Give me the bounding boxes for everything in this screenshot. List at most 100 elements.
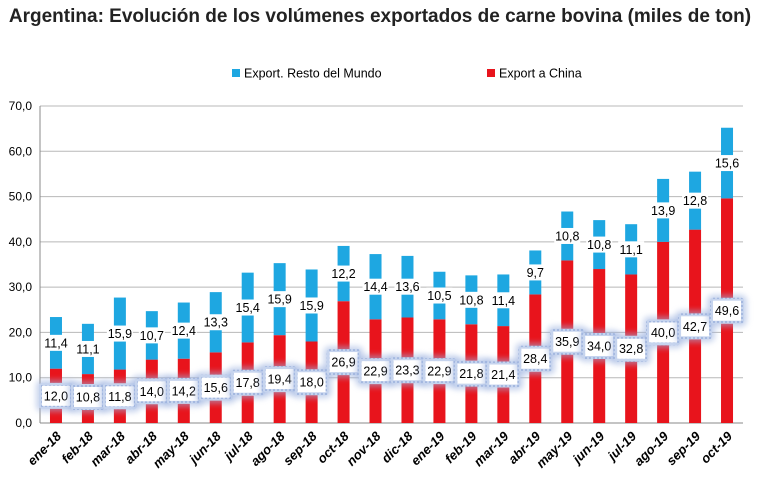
data-label-resto: 11,4 — [44, 336, 67, 350]
data-label-resto: 10,8 — [459, 293, 483, 307]
label-box — [265, 369, 294, 390]
data-label-resto: 12,2 — [331, 267, 355, 281]
y-tick-label: 50,0 — [9, 190, 33, 204]
y-tick-label: 40,0 — [9, 235, 33, 249]
data-label-resto: 13,3 — [204, 316, 228, 330]
label-box — [137, 381, 166, 402]
label-bg — [394, 278, 421, 295]
x-tick-label: oct-19 — [697, 428, 735, 466]
label-bg — [426, 287, 453, 304]
data-label-resto: 11,1 — [619, 243, 642, 257]
data-label-china: 22,9 — [363, 365, 387, 379]
label-bg — [490, 292, 517, 309]
data-label-china: 14,0 — [140, 385, 164, 399]
y-axis: 0,0 10,0 20,0 30,0 40,0 50,0 60,0 70,0 — [9, 99, 33, 430]
label-box — [617, 338, 646, 359]
label-box — [393, 360, 422, 381]
legend-label: Export a China — [499, 67, 582, 81]
label-bg — [42, 334, 69, 351]
data-label-resto: 15,6 — [715, 157, 739, 171]
x-tick-label: ene-19 — [408, 428, 448, 468]
label-box — [297, 372, 326, 393]
x-tick-label: ago-19 — [631, 428, 672, 469]
data-label-china: 22,9 — [427, 365, 451, 379]
data-label-china: 42,7 — [683, 320, 707, 334]
label-box — [233, 372, 262, 393]
y-tick-label: 30,0 — [9, 280, 33, 294]
x-tick-label: mar-19 — [471, 428, 512, 469]
label-bg — [298, 297, 325, 314]
label-bg — [362, 278, 389, 295]
label-bg — [234, 299, 261, 316]
label-box — [649, 322, 678, 343]
x-tick-label: nov-18 — [343, 428, 384, 469]
data-label-china: 35,9 — [555, 335, 579, 349]
legend-label: Export. Resto del Mundo — [244, 67, 382, 81]
label-bg — [618, 241, 645, 258]
label-box — [425, 361, 454, 382]
label-bg — [714, 155, 741, 172]
data-label-china: 17,8 — [236, 376, 260, 390]
data-label-resto: 15,9 — [299, 299, 323, 313]
data-label-china: 11,8 — [108, 390, 131, 404]
chart-title: Argentina: Evolución de los volúmenes ex… — [8, 6, 752, 27]
label-box — [585, 336, 614, 357]
label-bg — [554, 227, 581, 244]
label-box — [201, 377, 230, 398]
label-bg — [266, 291, 293, 308]
data-label-resto: 10,8 — [587, 238, 611, 252]
data-label-china: 10,8 — [76, 391, 100, 405]
label-bg — [522, 264, 549, 281]
label-bg — [74, 340, 101, 357]
data-label-resto: 13,6 — [395, 280, 419, 294]
label-box — [41, 385, 70, 406]
label-bg — [682, 192, 709, 209]
data-label-china: 15,6 — [204, 381, 228, 395]
data-label-resto: 13,9 — [651, 204, 675, 218]
x-tick-label: mar-18 — [87, 428, 128, 469]
data-label-china: 19,4 — [267, 373, 291, 387]
x-tick-label: jun-18 — [185, 428, 225, 468]
data-label-resto: 12,8 — [683, 194, 707, 208]
x-tick-label: may-18 — [150, 428, 193, 471]
data-label-china: 49,6 — [715, 304, 739, 318]
label-box — [361, 361, 390, 382]
label-bg — [106, 325, 133, 342]
legend: Export. Resto del Mundo Export a China — [232, 67, 582, 81]
data-label-resto: 15,9 — [108, 327, 132, 341]
y-tick-label: 70,0 — [9, 99, 33, 113]
data-label-resto: 15,4 — [236, 301, 260, 315]
label-box — [489, 364, 518, 385]
x-tick-label: jun-19 — [568, 428, 608, 468]
data-label-china: 23,3 — [395, 364, 419, 378]
x-tick-label: sep-18 — [280, 428, 320, 468]
data-label-resto: 15,9 — [267, 293, 291, 307]
data-label-resto: 14,4 — [363, 280, 387, 294]
label-box — [457, 363, 486, 384]
label-box — [329, 352, 358, 373]
data-label-resto: 9,7 — [527, 266, 544, 280]
data-label-china: 40,0 — [651, 326, 675, 340]
data-label-resto: 10,7 — [140, 329, 164, 343]
x-tick-label: ago-18 — [248, 428, 289, 469]
data-label-china: 12,0 — [44, 389, 68, 403]
y-tick-label: 0,0 — [15, 416, 32, 430]
data-label-china: 18,0 — [299, 376, 323, 390]
data-label-china: 28,4 — [523, 352, 547, 366]
label-bg — [202, 314, 229, 331]
x-tick-label: ene-18 — [24, 428, 64, 468]
label-bg — [330, 265, 357, 282]
data-label-china: 21,8 — [459, 367, 483, 381]
label-box — [681, 316, 710, 337]
y-tick-label: 60,0 — [9, 144, 33, 158]
data-label-resto: 11,4 — [492, 294, 515, 308]
label-bg — [170, 322, 197, 339]
label-box — [105, 386, 134, 407]
legend-swatch — [232, 69, 240, 77]
label-box — [553, 331, 582, 352]
data-label-resto: 10,5 — [427, 289, 451, 303]
x-tick-label: may-19 — [533, 428, 576, 471]
data-label-resto: 11,1 — [76, 342, 99, 356]
label-box — [169, 380, 198, 401]
